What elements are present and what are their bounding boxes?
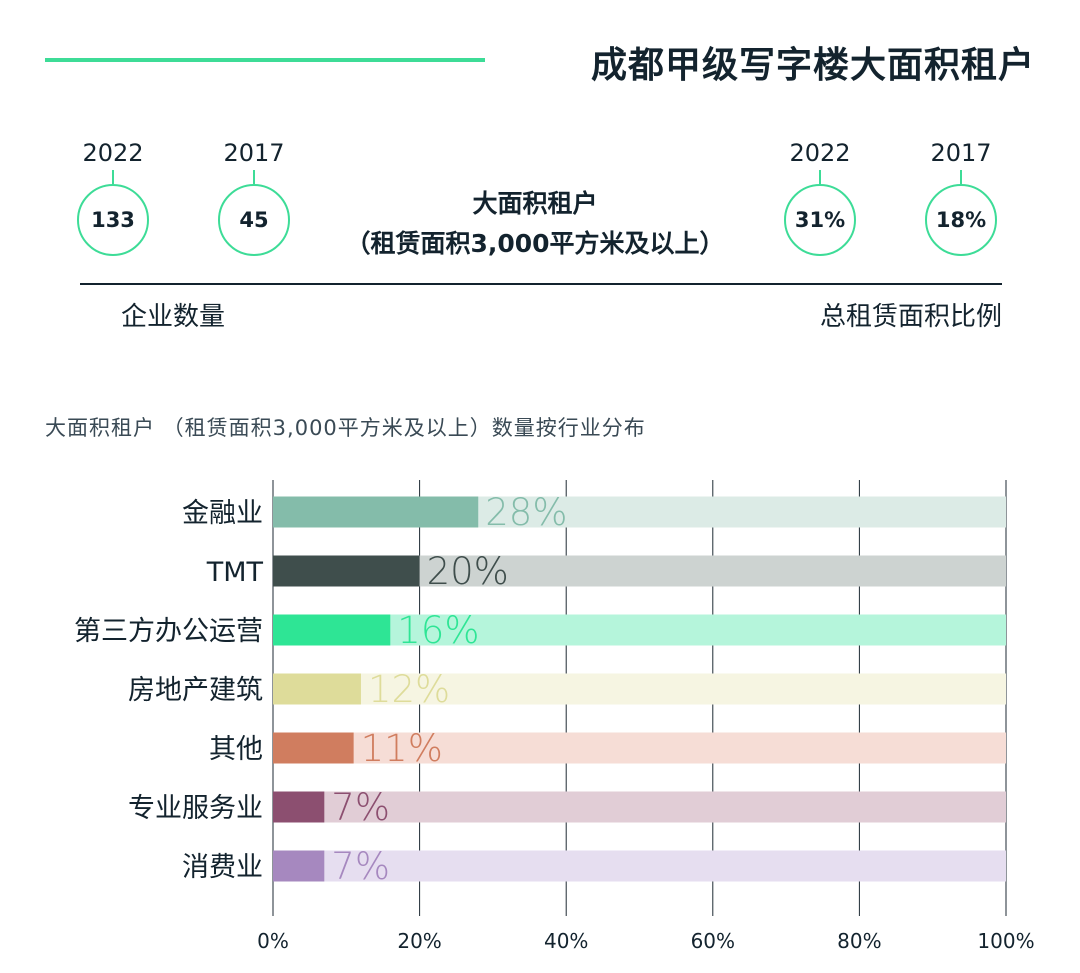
category-label: 第三方办公运营 xyxy=(74,616,263,647)
stat-circle: 133 xyxy=(77,184,149,256)
bar-track xyxy=(273,732,1006,764)
x-tick-label: 60% xyxy=(691,929,735,953)
large-tenant-line2: （租赁面积3,000平方米及以上） xyxy=(345,229,725,258)
stat-tick xyxy=(112,170,114,184)
stat-ratio-2017: 2017 18% xyxy=(916,138,1006,256)
bar-track xyxy=(273,791,1006,823)
title-rule xyxy=(45,58,485,62)
industry-bar-chart: 28% 金融业 20% TMT 16% 第三方办公运营 12% 房地产建筑 11% 其他 7% 专业服… xyxy=(74,480,1035,953)
ratio-caption: 总租赁面积比例 xyxy=(819,302,1002,332)
stat-circle: 31% xyxy=(784,184,856,256)
bar-track xyxy=(273,673,1006,705)
bar xyxy=(273,496,479,528)
bar xyxy=(273,850,325,882)
stats-divider xyxy=(80,283,1002,285)
stat-tick xyxy=(960,170,962,184)
bar-value-label: 7% xyxy=(331,845,390,888)
bar-value-label: 16% xyxy=(397,609,479,652)
category-label: 房地产建筑 xyxy=(128,675,263,706)
category-label: 金融业 xyxy=(182,498,263,529)
stat-count-2017: 2017 45 xyxy=(209,138,299,256)
chart-subtitle: 大面积租户 （租赁面积3,000平方米及以上）数量按行业分布 xyxy=(45,416,646,440)
bar-value-label: 7% xyxy=(331,786,390,829)
stat-year: 2017 xyxy=(223,139,285,167)
category-label: 其他 xyxy=(209,734,263,765)
x-tick-label: 100% xyxy=(977,929,1034,953)
stat-count-2022: 2022 133 xyxy=(68,138,158,256)
bar-value-label: 12% xyxy=(368,668,450,711)
stat-circle: 45 xyxy=(218,184,290,256)
bar-value-label: 11% xyxy=(361,727,443,770)
stat-year: 2017 xyxy=(930,139,992,167)
bar-value-label: 20% xyxy=(427,550,509,593)
category-label: 专业服务业 xyxy=(128,793,263,824)
stat-tick xyxy=(819,170,821,184)
bar xyxy=(273,555,420,587)
x-tick-label: 80% xyxy=(837,929,881,953)
large-tenant-label: 大面积租户 （租赁面积3,000平方米及以上） xyxy=(315,184,755,264)
large-tenant-line1: 大面积租户 xyxy=(472,189,598,218)
page-title: 成都甲级写字楼大面积租户 xyxy=(590,45,1035,86)
x-tick-label: 40% xyxy=(544,929,588,953)
bar xyxy=(273,791,325,823)
stat-year: 2022 xyxy=(82,139,144,167)
stat-circle: 18% xyxy=(925,184,997,256)
bar-track xyxy=(273,850,1006,882)
count-caption: 企业数量 xyxy=(121,302,226,332)
x-tick-label: 20% xyxy=(397,929,441,953)
bar-track xyxy=(273,614,1006,646)
stat-tick xyxy=(253,170,255,184)
bar xyxy=(273,673,361,705)
bar-value-label: 28% xyxy=(485,491,567,534)
bar xyxy=(273,614,391,646)
x-tick-label: 0% xyxy=(257,929,289,953)
bar xyxy=(273,732,354,764)
stat-ratio-2022: 2022 31% xyxy=(775,138,865,256)
stat-year: 2022 xyxy=(789,139,851,167)
category-label: TMT xyxy=(206,557,264,588)
category-label: 消费业 xyxy=(182,852,263,883)
